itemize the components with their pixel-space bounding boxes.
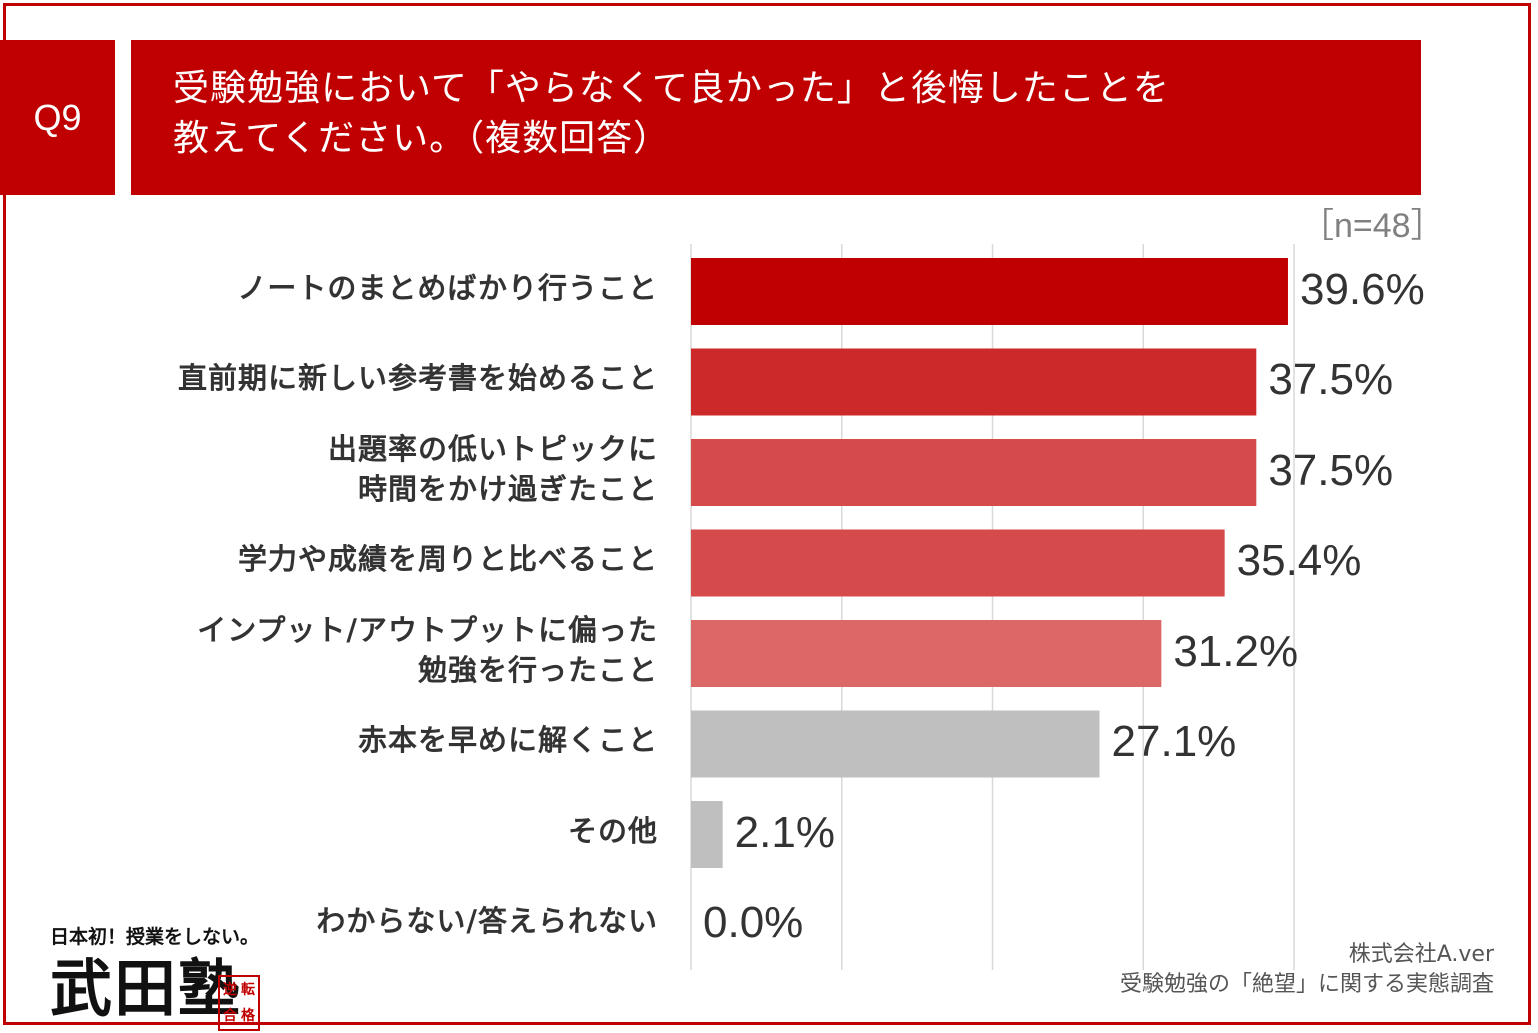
- bar: [691, 620, 1162, 687]
- category-label-line: 時間をかけ過ぎたこと: [357, 471, 658, 506]
- stamp-char: 逆: [223, 981, 237, 998]
- category-label: 赤本を早めに解くこと: [358, 720, 658, 760]
- question-title-line-2: 教えてください。（複数回答）: [173, 118, 671, 159]
- category-label-line: インプット/アウトプットに偏った: [197, 612, 658, 647]
- category-label-line: わからない/答えられない: [316, 904, 658, 938]
- bar: [691, 258, 1288, 325]
- category-label: ノートのまとめばかり行うこと: [237, 268, 658, 308]
- category-label: その他: [568, 811, 658, 851]
- category-label-line: その他: [567, 813, 658, 848]
- bar: [691, 439, 1257, 506]
- category-label-line: 直前期に新しい参考書を始めること: [177, 361, 658, 395]
- bar: [691, 348, 1257, 416]
- category-label-line: 赤本を早めに解くこと: [357, 723, 658, 757]
- data-label: 27.1%: [1111, 717, 1237, 766]
- category-label: インプット/アウトプットに偏った勉強を行ったこと: [197, 610, 658, 690]
- logo-name: 武田塾: [50, 952, 243, 1025]
- category-label: 直前期に新しい参考書を始めること: [178, 358, 658, 398]
- source-credit: 株式会社A.ver 受験勉強の「絶望」に関する実態調査: [1120, 940, 1494, 1000]
- stamp-char: 格: [241, 1007, 255, 1024]
- question-number-badge: Q9: [0, 40, 115, 195]
- logo-tagline: 日本初！授業をしない。: [50, 926, 260, 948]
- data-label: 39.6%: [1299, 264, 1425, 314]
- category-label-line: 学力や成績を周りと比べること: [237, 542, 658, 576]
- category-label: 学力や成績を周りと比べること: [238, 539, 658, 579]
- logo-mark: 武田塾 逆 転 合 格: [50, 953, 260, 1033]
- bar: [691, 529, 1225, 597]
- category-label-line: 勉強を行ったこと: [417, 652, 658, 687]
- stamp-char: 転: [241, 981, 255, 998]
- category-label-line: 出題率の低いトピックに: [327, 431, 658, 466]
- data-label: 37.5%: [1268, 445, 1394, 495]
- takedajuku-logo: 日本初！授業をしない。 武田塾 逆 転 合 格: [50, 922, 260, 1033]
- sample-size-label: ［n=48］: [1300, 207, 1445, 245]
- category-label: 出題率の低いトピックに時間をかけ過ぎたこと: [328, 429, 658, 509]
- stamp-char: 合: [223, 1007, 237, 1024]
- category-label: わからない/答えられない: [316, 901, 658, 941]
- source-company: 株式会社A.ver: [1348, 942, 1494, 967]
- red-border-frame: [3, 3, 1531, 1025]
- bar: [691, 801, 723, 868]
- source-survey-name: 受験勉強の「絶望」に関する実態調査: [1119, 972, 1494, 997]
- data-label: 31.2%: [1173, 626, 1299, 676]
- data-label: 0.0%: [703, 898, 804, 947]
- question-title-banner: 受験勉強において「やらなくて良かった」と後悔したことを 教えてください。（複数回…: [131, 40, 1421, 195]
- data-label: 2.1%: [734, 807, 835, 857]
- data-label: 37.5%: [1268, 355, 1394, 404]
- data-label: 35.4%: [1236, 536, 1362, 585]
- question-title-line-1: 受験勉強において「やらなくて良かった」と後悔したことを: [173, 68, 1170, 109]
- logo-stamp-icon: 逆 転 合 格: [218, 975, 260, 1031]
- bar: [691, 710, 1100, 778]
- category-label-line: ノートのまとめばかり行うこと: [237, 270, 658, 305]
